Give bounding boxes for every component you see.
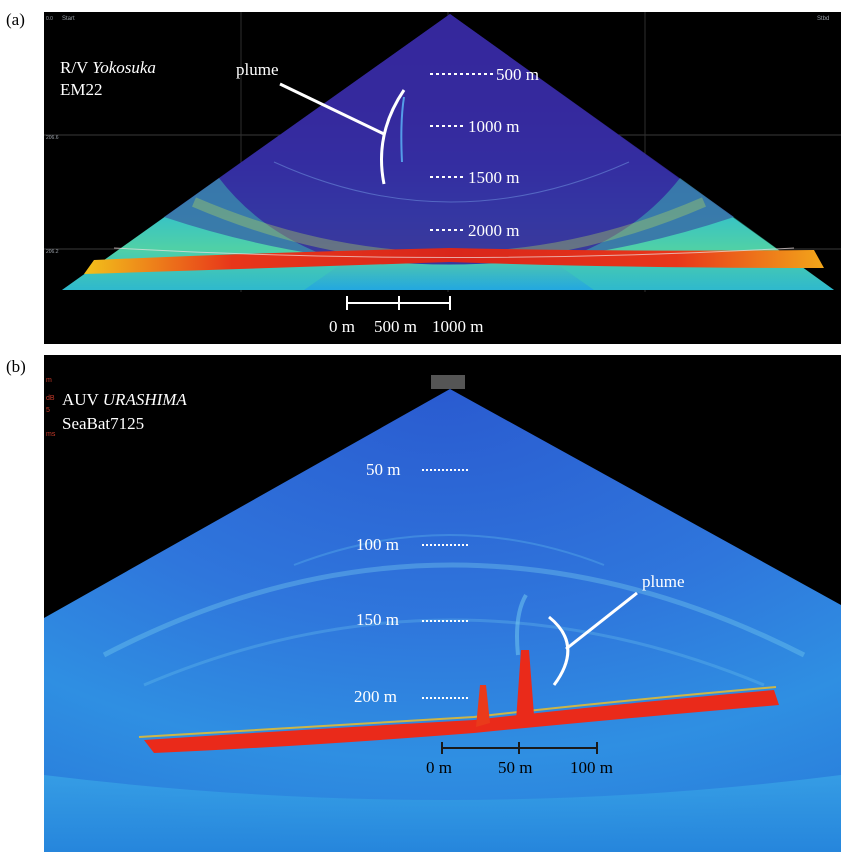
- vessel-label: R/V Yokosuka: [60, 58, 156, 77]
- plume-bracket-a: [380, 89, 406, 185]
- panel-b-label: (b): [6, 357, 26, 376]
- panel-b-sonar-image: m dB 5 ms AUV URASHIMA SeaBat7125 50 m 1…: [44, 355, 841, 852]
- depth-mark-b-100: 100 m: [356, 535, 399, 554]
- depth-marks-a: 500 m 1000 m 1500 m 2000 m: [430, 65, 539, 240]
- ui-corner-left: Start: [62, 16, 75, 22]
- depth-mark-b-200: 200 m: [354, 687, 397, 706]
- scale-label-b-50: 50 m: [498, 758, 532, 777]
- ui-top-left: 0.0: [46, 16, 53, 22]
- depth-mark-a-500: 500 m: [496, 65, 539, 84]
- depth-mark-a-2000: 2000 m: [468, 221, 519, 240]
- sonar-head: [431, 375, 465, 389]
- plume-spike-2: [516, 650, 534, 721]
- scale-label-b-100: 100 m: [570, 758, 613, 777]
- vehicle-label: AUV URASHIMA: [62, 390, 187, 409]
- scale-label-b-0: 0 m: [426, 758, 452, 777]
- scale-label-a-500: 500 m: [374, 317, 417, 336]
- seafloor-return-b: [144, 690, 779, 753]
- depth-mark-b-50: 50 m: [366, 460, 400, 479]
- depth-marks-b: 50 m 100 m 150 m 200 m: [354, 460, 470, 706]
- panel-b-svg: m dB 5 ms AUV URASHIMA SeaBat7125 50 m 1…: [44, 375, 841, 852]
- scale-bar-b: 0 m 50 m 100 m: [426, 742, 613, 777]
- plume-label-b: plume: [642, 572, 685, 591]
- panel-a-svg: Start Stbd 0.0 206.6 206.2 R/V Yokosuka …: [44, 12, 841, 336]
- ui-side-label-3: 5: [46, 407, 50, 414]
- plume-pointer-a: [279, 82, 385, 136]
- ui-side-label-1: m: [46, 377, 52, 384]
- scale-label-a-0: 0 m: [329, 317, 355, 336]
- ui-side-label-4: ms: [46, 431, 56, 438]
- instrument-label-a: EM22: [60, 80, 103, 99]
- scale-bar-a: 0 m 500 m 1000 m: [329, 296, 483, 336]
- plume-pointer-b: [565, 591, 638, 651]
- ui-corner-right: Stbd: [817, 16, 829, 22]
- panel-a-label: (a): [6, 10, 25, 29]
- scale-label-a-1000: 1000 m: [432, 317, 483, 336]
- depth-mark-a-1500: 1500 m: [468, 168, 519, 187]
- ui-side-lower: 206.2: [46, 249, 59, 255]
- plume-bracket-b: [548, 615, 570, 686]
- plume-label-a: plume: [236, 60, 279, 79]
- panel-a-sonar-image: Start Stbd 0.0 206.6 206.2 R/V Yokosuka …: [44, 12, 841, 344]
- plume-spike-1: [476, 685, 490, 727]
- instrument-label-b: SeaBat7125: [62, 414, 144, 433]
- ui-side-upper: 206.6: [46, 135, 59, 141]
- depth-mark-b-150: 150 m: [356, 610, 399, 629]
- depth-mark-a-1000: 1000 m: [468, 117, 519, 136]
- ui-side-label-2: dB: [46, 395, 55, 402]
